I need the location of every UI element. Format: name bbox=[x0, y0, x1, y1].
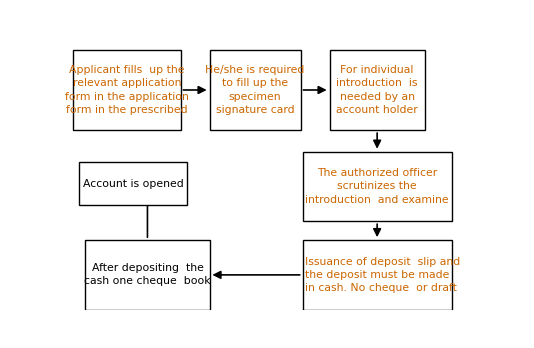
FancyBboxPatch shape bbox=[329, 50, 425, 130]
FancyBboxPatch shape bbox=[303, 240, 452, 310]
Text: The authorized officer
scrutinizes the
introduction  and examine: The authorized officer scrutinizes the i… bbox=[305, 168, 449, 205]
FancyBboxPatch shape bbox=[85, 240, 209, 310]
Text: Issuance of deposit  slip and
the deposit must be made
in cash. No cheque  or dr: Issuance of deposit slip and the deposit… bbox=[305, 257, 460, 293]
Text: Applicant fills  up the
relevant application
form in the application
form in the: Applicant fills up the relevant applicat… bbox=[65, 65, 189, 115]
Text: He/she is required
to fill up the
specimen
signature card: He/she is required to fill up the specim… bbox=[206, 65, 305, 115]
FancyBboxPatch shape bbox=[209, 50, 301, 130]
Text: After depositing  the
cash one cheque  book: After depositing the cash one cheque boo… bbox=[84, 263, 211, 286]
Text: Account is opened: Account is opened bbox=[83, 179, 183, 189]
FancyBboxPatch shape bbox=[79, 162, 187, 205]
FancyBboxPatch shape bbox=[303, 152, 452, 221]
Text: For individual
introduction  is
needed by an
account holder: For individual introduction is needed by… bbox=[336, 65, 418, 115]
FancyBboxPatch shape bbox=[73, 50, 180, 130]
